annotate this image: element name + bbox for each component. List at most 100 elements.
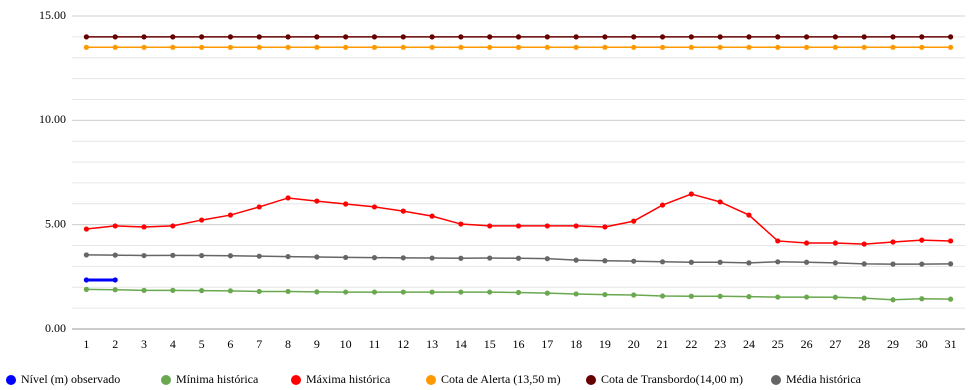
x-tick-label: 6 [227,337,233,351]
point [861,241,867,247]
point [775,294,781,300]
x-tick-label: 8 [285,337,291,351]
point [227,34,234,40]
point [746,212,752,218]
x-tick-label: 30 [916,337,928,351]
legend-marker [426,375,436,385]
point [256,34,262,40]
point [141,44,147,50]
point [170,34,176,40]
point [832,34,838,40]
point [515,223,522,229]
point [573,223,579,229]
legend-marker [161,375,171,385]
point [429,213,435,219]
point [285,253,291,260]
x-tick-label: 12 [397,337,409,351]
point [659,34,666,40]
point [371,289,378,295]
point [487,223,493,229]
y-tick-label: 0.00 [45,321,66,335]
point [947,44,954,50]
point [631,258,637,264]
point [890,261,896,267]
point [515,34,522,40]
x-tick-label: 27 [829,337,841,351]
point [256,288,262,295]
point [170,252,176,258]
legend-label: Média histórica [786,372,862,386]
point [861,261,867,267]
point [141,224,147,230]
point [832,240,838,246]
legend-marker [771,375,781,385]
point [602,258,608,264]
point [343,34,349,40]
point [890,239,896,245]
x-tick-label: 2 [112,337,118,351]
point [717,293,723,299]
point [688,293,694,299]
point [371,255,378,261]
point [631,292,637,298]
point [832,44,838,50]
point [515,255,522,261]
point [688,34,694,40]
point [429,34,435,40]
point [400,255,406,261]
x-tick-label: 1 [83,337,89,351]
point [112,223,118,229]
point [659,202,666,208]
point [947,296,954,302]
point [112,44,118,50]
legend-marker [586,375,596,385]
point [199,44,205,50]
point [83,34,90,40]
point [890,44,896,50]
x-tick-label: 21 [657,337,669,351]
x-tick-label: 17 [541,337,553,351]
point [515,289,522,296]
point [343,44,349,50]
point [832,260,838,266]
point [803,44,810,50]
x-tick-label: 10 [340,337,352,351]
point [919,34,925,40]
point [803,34,810,40]
point [717,199,723,205]
x-tick-label: 26 [801,337,813,351]
point [746,294,752,300]
point [429,289,435,295]
point [343,201,349,207]
point [371,204,378,210]
point [659,259,666,265]
point [746,260,752,266]
point [458,44,464,50]
point [285,44,291,50]
point [487,34,493,40]
point [919,44,925,50]
point [199,252,205,259]
point [112,287,118,293]
point [199,217,205,223]
point [659,293,666,299]
point [947,238,954,244]
point [544,290,550,296]
point [112,34,118,40]
x-tick-label: 5 [199,337,205,351]
point [573,34,579,40]
point [314,34,320,40]
point [83,44,90,50]
point [775,44,781,50]
point [141,252,147,259]
point [947,261,954,267]
point [487,255,493,261]
point [314,198,320,204]
point [746,44,752,50]
point [803,294,810,300]
point [602,224,608,230]
point [544,44,550,50]
point [573,291,579,297]
point [429,44,435,50]
